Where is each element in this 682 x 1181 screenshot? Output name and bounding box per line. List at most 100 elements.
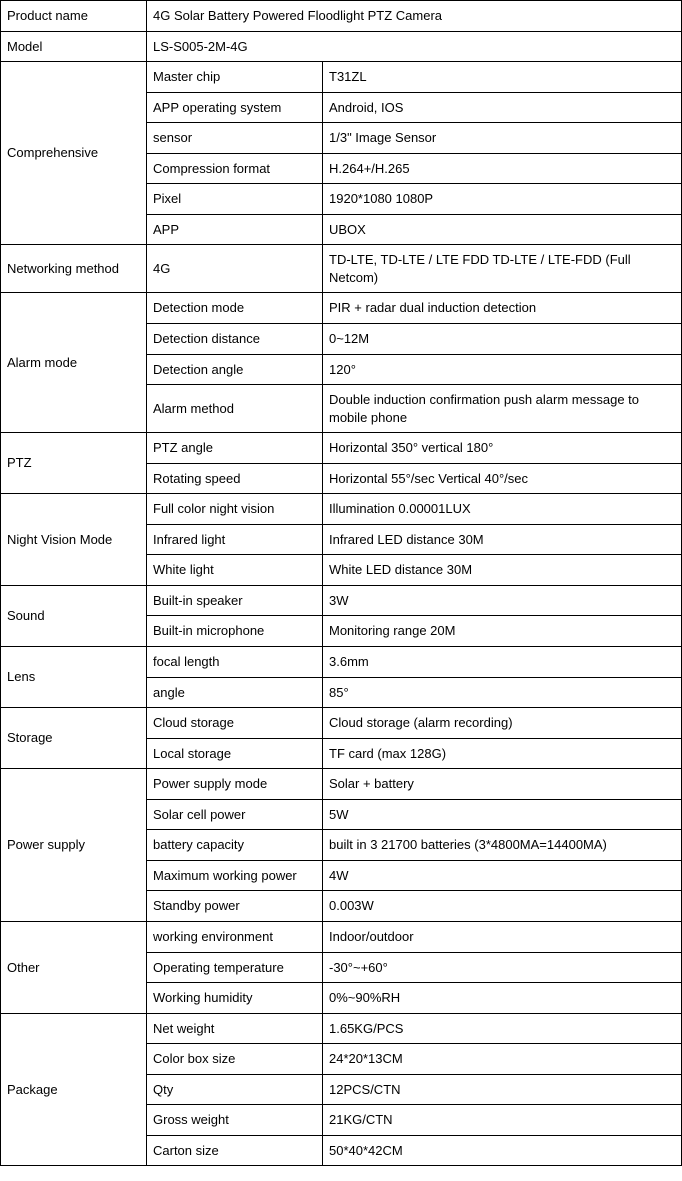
table-row: Night Vision ModeFull color night vision… — [1, 494, 682, 525]
table-row: Alarm modeDetection modePIR + radar dual… — [1, 293, 682, 324]
spec-value: 1/3" Image Sensor — [323, 123, 682, 154]
spec-key: focal length — [147, 647, 323, 678]
group-label: Other — [1, 921, 147, 1013]
spec-value: Android, IOS — [323, 92, 682, 123]
group-span-value: LS-S005-2M-4G — [147, 31, 682, 62]
spec-value: T31ZL — [323, 62, 682, 93]
spec-value: 12PCS/CTN — [323, 1074, 682, 1105]
spec-value: TF card (max 128G) — [323, 738, 682, 769]
spec-key: Cloud storage — [147, 708, 323, 739]
spec-value: 5W — [323, 799, 682, 830]
spec-value: 85° — [323, 677, 682, 708]
table-row: Power supplyPower supply modeSolar + bat… — [1, 769, 682, 800]
spec-key: Solar cell power — [147, 799, 323, 830]
spec-table: Product name4G Solar Battery Powered Flo… — [0, 0, 682, 1166]
spec-key: PTZ angle — [147, 433, 323, 464]
group-label: Power supply — [1, 769, 147, 922]
spec-value: Infrared LED distance 30M — [323, 524, 682, 555]
group-label: Storage — [1, 708, 147, 769]
table-row: Product name4G Solar Battery Powered Flo… — [1, 1, 682, 32]
spec-key: Pixel — [147, 184, 323, 215]
spec-key: Working humidity — [147, 983, 323, 1014]
spec-key: White light — [147, 555, 323, 586]
spec-value: UBOX — [323, 214, 682, 245]
spec-key: Local storage — [147, 738, 323, 769]
spec-key: Rotating speed — [147, 463, 323, 494]
spec-key: 4G — [147, 245, 323, 293]
spec-value: 4W — [323, 860, 682, 891]
spec-key: Carton size — [147, 1135, 323, 1166]
spec-key: Built-in speaker — [147, 585, 323, 616]
spec-key: Compression format — [147, 153, 323, 184]
spec-value: PIR + radar dual induction detection — [323, 293, 682, 324]
group-label: Model — [1, 31, 147, 62]
spec-value: 3W — [323, 585, 682, 616]
table-row: StorageCloud storageCloud storage (alarm… — [1, 708, 682, 739]
spec-value: 24*20*13CM — [323, 1044, 682, 1075]
spec-key: Power supply mode — [147, 769, 323, 800]
spec-key: Master chip — [147, 62, 323, 93]
spec-value: TD-LTE, TD-LTE / LTE FDD TD-LTE / LTE-FD… — [323, 245, 682, 293]
spec-value: Illumination 0.00001LUX — [323, 494, 682, 525]
spec-value: 0.003W — [323, 891, 682, 922]
spec-value: 0%~90%RH — [323, 983, 682, 1014]
spec-key: APP — [147, 214, 323, 245]
spec-value: White LED distance 30M — [323, 555, 682, 586]
group-label: Sound — [1, 585, 147, 646]
spec-key: Maximum working power — [147, 860, 323, 891]
spec-value: Horizontal 55°/sec Vertical 40°/sec — [323, 463, 682, 494]
table-row: Lensfocal length3.6mm — [1, 647, 682, 678]
spec-key: Full color night vision — [147, 494, 323, 525]
spec-key: Qty — [147, 1074, 323, 1105]
spec-key: Alarm method — [147, 385, 323, 433]
spec-key: Detection angle — [147, 354, 323, 385]
group-label: Product name — [1, 1, 147, 32]
spec-key: Operating temperature — [147, 952, 323, 983]
group-label: Networking method — [1, 245, 147, 293]
group-span-value: 4G Solar Battery Powered Floodlight PTZ … — [147, 1, 682, 32]
spec-value: 21KG/CTN — [323, 1105, 682, 1136]
spec-value: Horizontal 350° vertical 180° — [323, 433, 682, 464]
spec-value: Cloud storage (alarm recording) — [323, 708, 682, 739]
spec-value: 1.65KG/PCS — [323, 1013, 682, 1044]
spec-key: Gross weight — [147, 1105, 323, 1136]
table-row: PackageNet weight1.65KG/PCS — [1, 1013, 682, 1044]
spec-value: -30°~+60° — [323, 952, 682, 983]
spec-value: 50*40*42CM — [323, 1135, 682, 1166]
spec-value: built in 3 21700 batteries (3*4800MA=144… — [323, 830, 682, 861]
spec-value: Monitoring range 20M — [323, 616, 682, 647]
spec-value: Solar + battery — [323, 769, 682, 800]
group-label: PTZ — [1, 433, 147, 494]
spec-value: H.264+/H.265 — [323, 153, 682, 184]
spec-key: APP operating system — [147, 92, 323, 123]
table-row: Networking method4GTD-LTE, TD-LTE / LTE … — [1, 245, 682, 293]
spec-value: 120° — [323, 354, 682, 385]
spec-key: working environment — [147, 921, 323, 952]
table-row: SoundBuilt-in speaker3W — [1, 585, 682, 616]
spec-key: Standby power — [147, 891, 323, 922]
spec-value: 1920*1080 1080P — [323, 184, 682, 215]
table-row: Otherworking environmentIndoor/outdoor — [1, 921, 682, 952]
group-label: Alarm mode — [1, 293, 147, 433]
spec-value: Double induction confirmation push alarm… — [323, 385, 682, 433]
spec-key: Detection distance — [147, 324, 323, 355]
spec-key: Color box size — [147, 1044, 323, 1075]
spec-value: 0~12M — [323, 324, 682, 355]
spec-key: Built-in microphone — [147, 616, 323, 647]
table-row: ComprehensiveMaster chipT31ZL — [1, 62, 682, 93]
spec-key: Net weight — [147, 1013, 323, 1044]
spec-key: Infrared light — [147, 524, 323, 555]
group-label: Lens — [1, 647, 147, 708]
spec-value: Indoor/outdoor — [323, 921, 682, 952]
group-label: Night Vision Mode — [1, 494, 147, 586]
table-row: ModelLS-S005-2M-4G — [1, 31, 682, 62]
group-label: Comprehensive — [1, 62, 147, 245]
table-row: PTZPTZ angleHorizontal 350° vertical 180… — [1, 433, 682, 464]
spec-key: battery capacity — [147, 830, 323, 861]
spec-key: Detection mode — [147, 293, 323, 324]
spec-table-body: Product name4G Solar Battery Powered Flo… — [1, 1, 682, 1166]
spec-value: 3.6mm — [323, 647, 682, 678]
spec-key: sensor — [147, 123, 323, 154]
spec-key: angle — [147, 677, 323, 708]
group-label: Package — [1, 1013, 147, 1166]
